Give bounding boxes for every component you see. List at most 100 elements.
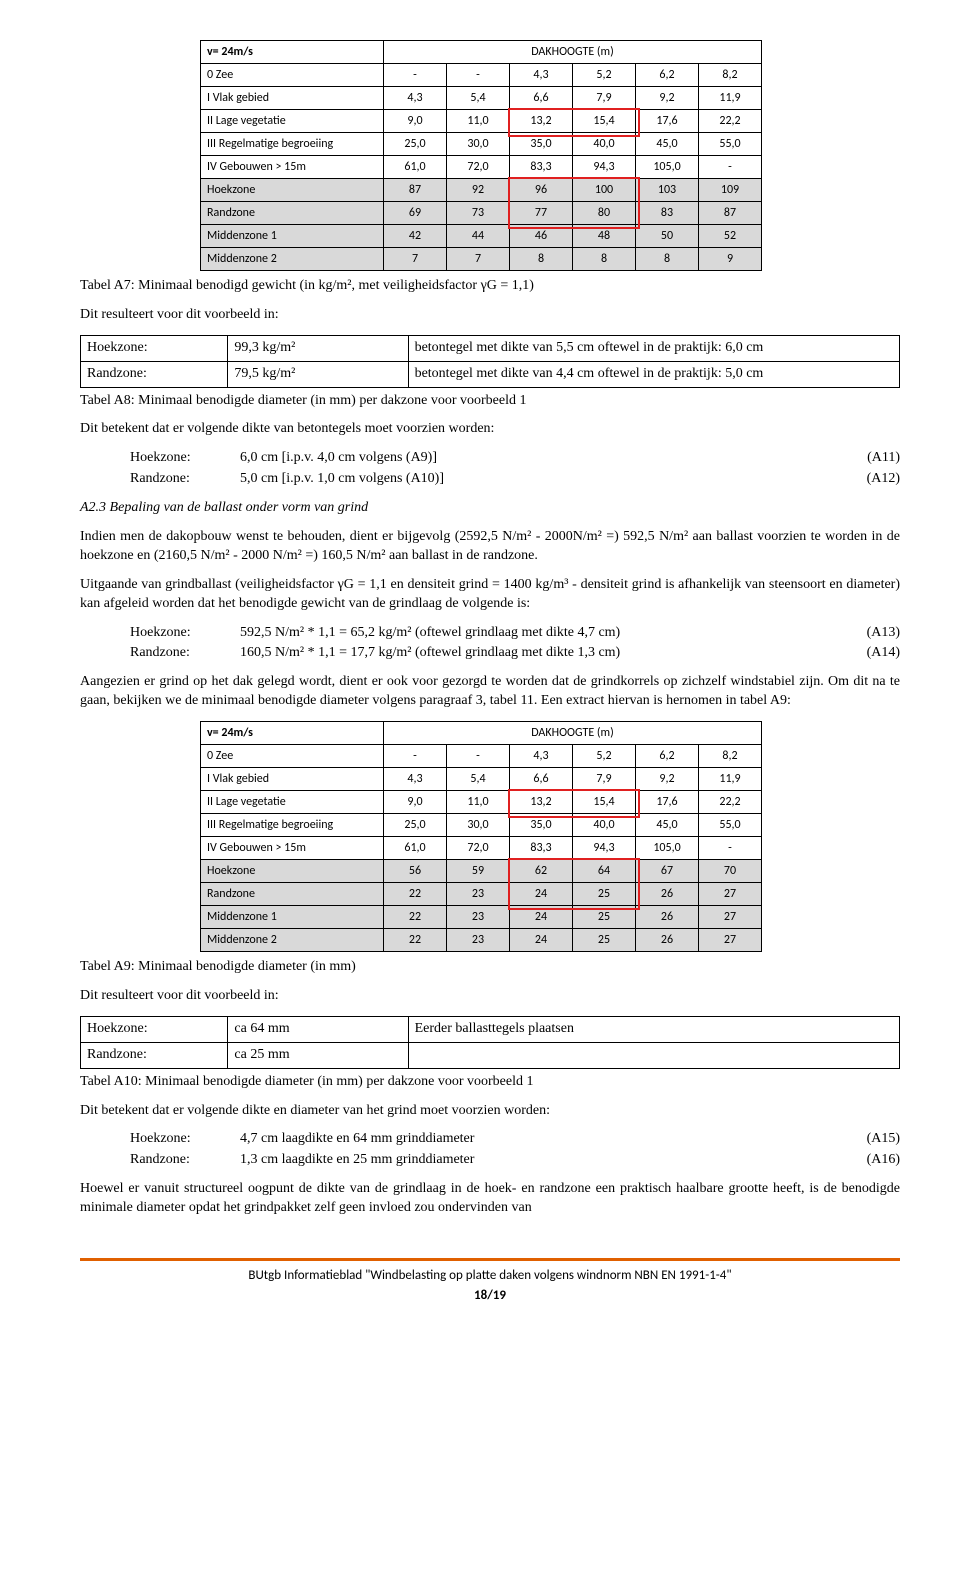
cell: -: [447, 745, 510, 768]
cell: 11,9: [699, 87, 762, 110]
cell: 11,9: [699, 768, 762, 791]
row-label: III Regelmatige begroeiing: [201, 814, 384, 837]
cell: 35,0: [510, 814, 573, 837]
eq-rhs: (A11): [840, 449, 900, 468]
row-label: Hoekzone: [201, 860, 384, 883]
table-a10: Hoekzone:ca 64 mmEerder ballasttegels pl…: [80, 1016, 900, 1069]
cell: 96: [510, 179, 573, 202]
cell: 5,4: [447, 87, 510, 110]
cell: 25: [573, 883, 636, 906]
cell: 72,0: [447, 837, 510, 860]
cell: 22: [384, 883, 447, 906]
cell: 23: [447, 929, 510, 952]
a9-head-right: DAKHOOGTE (m): [384, 722, 762, 745]
eq-rhs: (A14): [840, 644, 900, 663]
cell: 13,2: [510, 110, 573, 133]
row-label: II Lage vegetatie: [201, 791, 384, 814]
text-resulteert-1: Dit resulteert voor dit voorbeeld in:: [80, 306, 900, 325]
table-a9: v= 24m/s DAKHOOGTE (m) 0 Zee--4,35,26,28…: [200, 721, 762, 952]
cell: 40,0: [573, 133, 636, 156]
equations-a15-a16: Hoekzone:4,7 cm laagdikte en 64 mm grind…: [80, 1130, 900, 1170]
cell: 83,3: [510, 837, 573, 860]
eq-lhs: Randzone:: [130, 644, 240, 663]
cell: 56: [384, 860, 447, 883]
eq-lhs: Randzone:: [130, 470, 240, 489]
equations-a13-a14: Hoekzone:592,5 N/m² * 1,1 = 65,2 kg/m² (…: [80, 624, 900, 664]
row-label: 0 Zee: [201, 64, 384, 87]
cell: 72,0: [447, 156, 510, 179]
cell: 27: [699, 883, 762, 906]
cell: 13,2: [510, 791, 573, 814]
cell: 27: [699, 929, 762, 952]
eq-lhs: Hoekzone:: [130, 1130, 240, 1149]
cell: 8,2: [699, 745, 762, 768]
equation-line: Randzone:160,5 N/m² * 1,1 = 17,7 kg/m² (…: [130, 644, 900, 663]
cell: 7: [447, 248, 510, 271]
cell: 22: [384, 929, 447, 952]
cell: 4,3: [510, 64, 573, 87]
cell: 22,2: [699, 791, 762, 814]
equation-line: Hoekzone:4,7 cm laagdikte en 64 mm grind…: [130, 1130, 900, 1149]
cell: 8: [510, 248, 573, 271]
result-cell: [408, 1042, 899, 1068]
eq-mid: 6,0 cm [i.p.v. 4,0 cm volgens (A9)]: [240, 449, 840, 468]
cell: 11,0: [447, 791, 510, 814]
result-cell: 99,3 kg/m²: [228, 335, 408, 361]
heading-a23: A2.3 Bepaling van de ballast onder vorm …: [80, 499, 900, 518]
cell: 7: [384, 248, 447, 271]
cell: 87: [384, 179, 447, 202]
eq-lhs: Hoekzone:: [130, 624, 240, 643]
eq-rhs: (A16): [840, 1151, 900, 1170]
cell: 83: [636, 202, 699, 225]
text-betekent-1: Dit betekent dat er volgende dikte van b…: [80, 420, 900, 439]
cell: 17,6: [636, 110, 699, 133]
a9-head-left: v= 24m/s: [201, 722, 384, 745]
cell: 26: [636, 883, 699, 906]
cell: 8,2: [699, 64, 762, 87]
result-cell: ca 25 mm: [228, 1042, 408, 1068]
cell: 105,0: [636, 837, 699, 860]
cell: 5,2: [573, 64, 636, 87]
cell: 6,6: [510, 768, 573, 791]
text-resulteert-2: Dit resulteert voor dit voorbeeld in:: [80, 987, 900, 1006]
cell: 23: [447, 906, 510, 929]
cell: 92: [447, 179, 510, 202]
cell: 44: [447, 225, 510, 248]
cell: -: [384, 745, 447, 768]
eq-mid: 592,5 N/m² * 1,1 = 65,2 kg/m² (oftewel g…: [240, 624, 840, 643]
cell: 6,2: [636, 64, 699, 87]
eq-rhs: (A12): [840, 470, 900, 489]
row-label: Middenzone 1: [201, 225, 384, 248]
text-betekent-2: Dit betekent dat er volgende dikte en di…: [80, 1102, 900, 1121]
cell: 27: [699, 906, 762, 929]
cell: 8: [636, 248, 699, 271]
row-label: Middenzone 2: [201, 248, 384, 271]
cell: 55,0: [699, 133, 762, 156]
equations-a11-a12: Hoekzone:6,0 cm [i.p.v. 4,0 cm volgens (…: [80, 449, 900, 489]
result-cell: ca 64 mm: [228, 1016, 408, 1042]
cell: 25: [573, 929, 636, 952]
cell: 94,3: [573, 156, 636, 179]
equation-line: Randzone:1,3 cm laagdikte en 25 mm grind…: [130, 1151, 900, 1170]
cell: 48: [573, 225, 636, 248]
cell: 9,2: [636, 768, 699, 791]
cell: 100: [573, 179, 636, 202]
para2: Uitgaande van grindballast (veiligheidsf…: [80, 576, 900, 614]
row-label: I Vlak gebied: [201, 768, 384, 791]
cell: 25: [573, 906, 636, 929]
row-label: III Regelmatige begroeiing: [201, 133, 384, 156]
cell: 5,2: [573, 745, 636, 768]
table-a9-wrap: v= 24m/s DAKHOOGTE (m) 0 Zee--4,35,26,28…: [80, 721, 900, 952]
cell: 61,0: [384, 156, 447, 179]
cell: 4,3: [510, 745, 573, 768]
cell: 70: [699, 860, 762, 883]
row-label: II Lage vegetatie: [201, 110, 384, 133]
cell: -: [384, 64, 447, 87]
cell: 45,0: [636, 814, 699, 837]
cell: 4,3: [384, 768, 447, 791]
cell: 55,0: [699, 814, 762, 837]
footer-page: 18/19: [80, 1287, 900, 1305]
cell: 4,3: [384, 87, 447, 110]
row-label: Randzone: [201, 883, 384, 906]
cell: 25,0: [384, 133, 447, 156]
